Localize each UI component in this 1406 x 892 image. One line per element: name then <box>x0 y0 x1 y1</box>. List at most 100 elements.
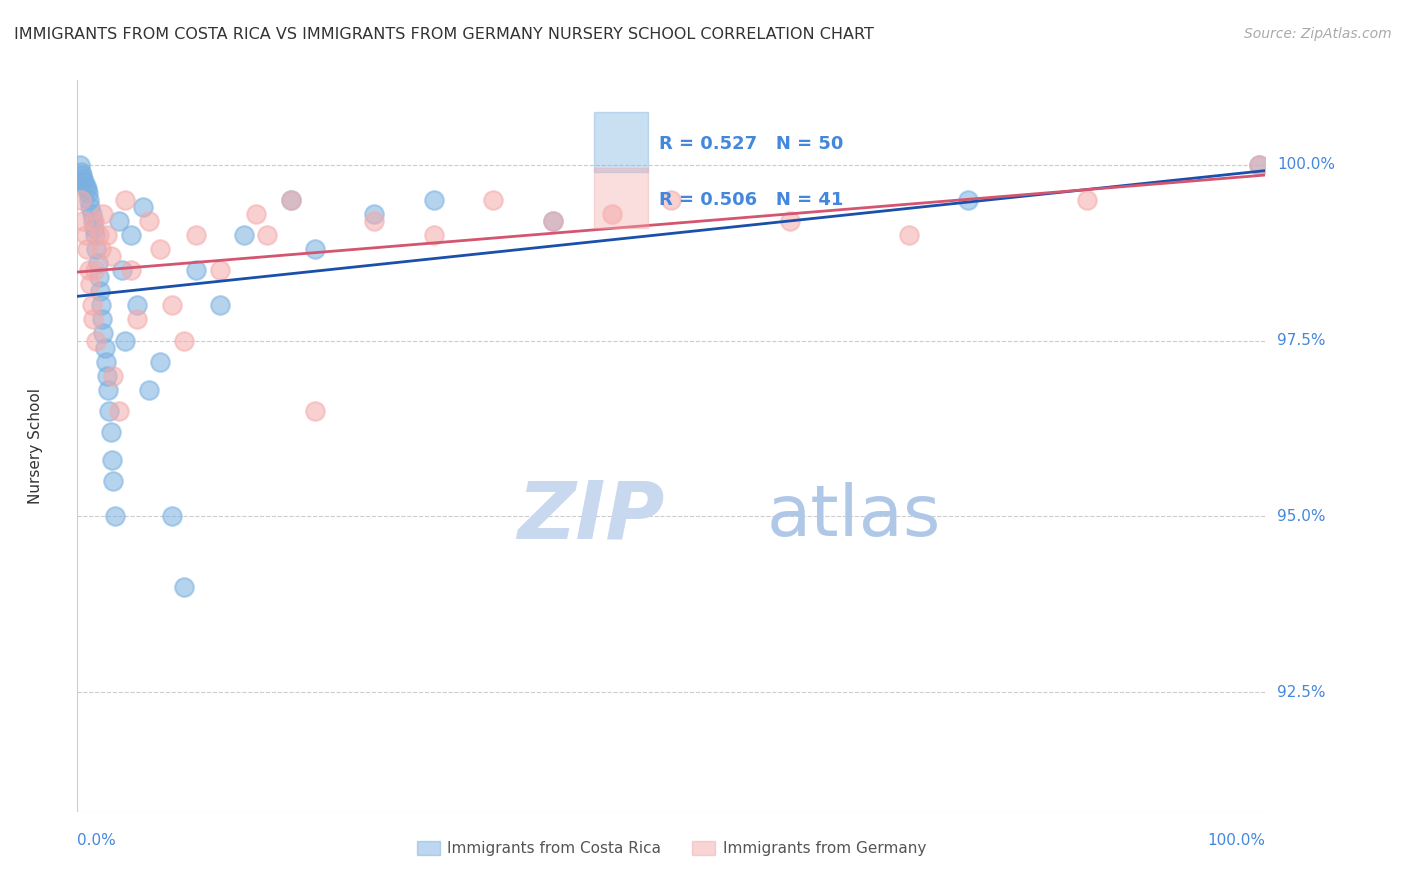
Point <box>87 227 110 242</box>
Point <box>120 263 142 277</box>
Point <box>93 341 115 355</box>
Point <box>75 178 97 193</box>
Point <box>90 298 112 312</box>
Point <box>72 171 94 186</box>
Point <box>600 207 623 221</box>
Point <box>100 425 122 439</box>
Text: Nursery School: Nursery School <box>28 388 42 504</box>
Point <box>79 200 101 214</box>
Point <box>280 193 302 207</box>
Point <box>957 193 980 207</box>
Point <box>1249 158 1271 172</box>
Point <box>93 326 115 341</box>
Point <box>86 256 108 270</box>
Point <box>173 580 195 594</box>
Point <box>70 193 93 207</box>
Text: 92.5%: 92.5% <box>1277 685 1326 699</box>
Point <box>94 354 117 368</box>
Text: ZIP: ZIP <box>517 477 664 556</box>
Point <box>162 509 184 524</box>
Point <box>77 263 100 277</box>
Point <box>208 298 231 312</box>
Legend: Immigrants from Costa Rica, Immigrants from Germany: Immigrants from Costa Rica, Immigrants f… <box>411 835 932 863</box>
Point <box>104 509 127 524</box>
Point <box>304 242 326 256</box>
Text: 100.0%: 100.0% <box>1277 157 1336 172</box>
Point <box>108 404 131 418</box>
Point <box>101 453 124 467</box>
Point <box>89 285 111 299</box>
Text: 95.0%: 95.0% <box>1277 508 1326 524</box>
Text: R = 0.506   N = 41: R = 0.506 N = 41 <box>659 191 844 209</box>
Point <box>423 193 446 207</box>
Point <box>83 221 105 235</box>
Point <box>138 383 160 397</box>
Point <box>73 175 96 189</box>
Text: 0.0%: 0.0% <box>77 833 117 847</box>
Point <box>162 298 184 312</box>
Point <box>98 404 121 418</box>
Text: 97.5%: 97.5% <box>1277 333 1326 348</box>
Point <box>149 354 172 368</box>
Point <box>77 186 100 200</box>
Point <box>84 227 107 242</box>
Point <box>232 227 254 242</box>
Point <box>423 227 446 242</box>
Point <box>80 298 103 312</box>
Point <box>76 182 98 196</box>
Point <box>186 263 208 277</box>
Point <box>80 207 103 221</box>
Point <box>256 227 278 242</box>
Point <box>79 277 101 292</box>
Point <box>131 200 153 214</box>
Point <box>363 214 385 228</box>
Point <box>125 298 148 312</box>
Point <box>114 193 136 207</box>
Point <box>363 207 385 221</box>
Point <box>101 368 124 383</box>
Point <box>86 242 108 256</box>
Point <box>108 214 131 228</box>
Point <box>97 383 120 397</box>
Point <box>75 227 97 242</box>
Point <box>91 312 114 326</box>
Point <box>661 193 683 207</box>
Point <box>84 263 107 277</box>
Point <box>76 242 98 256</box>
Point <box>82 214 104 228</box>
Point <box>1076 193 1098 207</box>
Point <box>87 270 110 285</box>
Point <box>111 263 134 277</box>
Point <box>245 207 267 221</box>
Point <box>208 263 231 277</box>
Point <box>72 214 94 228</box>
Point <box>83 214 105 228</box>
Point <box>280 193 302 207</box>
Point <box>173 334 195 348</box>
Bar <box>595 112 648 172</box>
Point <box>96 368 118 383</box>
Point <box>186 227 208 242</box>
Point <box>82 312 104 326</box>
Point <box>779 214 801 228</box>
Point <box>90 242 112 256</box>
Text: IMMIGRANTS FROM COSTA RICA VS IMMIGRANTS FROM GERMANY NURSERY SCHOOL CORRELATION: IMMIGRANTS FROM COSTA RICA VS IMMIGRANTS… <box>14 27 875 42</box>
Point <box>138 214 160 228</box>
Point <box>70 168 93 182</box>
Point <box>77 193 100 207</box>
Point <box>69 158 91 172</box>
Text: R = 0.527   N = 50: R = 0.527 N = 50 <box>659 135 844 153</box>
Point <box>96 227 118 242</box>
Point <box>304 404 326 418</box>
Point <box>101 474 124 488</box>
Point <box>86 334 108 348</box>
Point <box>898 227 921 242</box>
Point <box>100 249 122 263</box>
Point <box>149 242 172 256</box>
Point <box>93 207 115 221</box>
Point <box>541 214 564 228</box>
Text: Source: ZipAtlas.com: Source: ZipAtlas.com <box>1244 27 1392 41</box>
Point <box>482 193 505 207</box>
Bar <box>595 169 648 228</box>
Point <box>125 312 148 326</box>
